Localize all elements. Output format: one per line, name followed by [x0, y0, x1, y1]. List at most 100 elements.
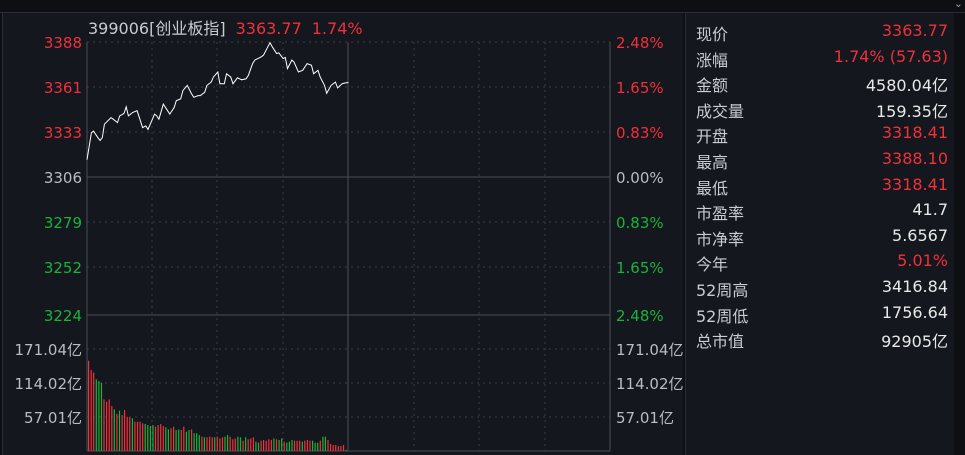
intraday-chart-panel — [2, 13, 683, 455]
volume-bar — [293, 440, 296, 451]
info-value: 3318.41 — [881, 123, 948, 143]
volume-bar — [247, 439, 249, 451]
volume-bar — [337, 446, 339, 451]
price-tick-label: 3224 — [44, 307, 82, 325]
info-row: 总市值 92905亿 — [696, 328, 948, 354]
volume-bar — [245, 437, 247, 451]
volume-bar — [93, 372, 95, 451]
info-label: 总市值 — [696, 332, 745, 352]
price-tick-label: 3279 — [44, 214, 82, 232]
info-row: 今年 5.01% — [696, 251, 948, 277]
volume-bar — [219, 438, 221, 451]
volume-bar — [250, 438, 252, 451]
volume-bar — [216, 436, 218, 451]
volume-bar — [252, 437, 254, 451]
volume-bar — [229, 436, 231, 451]
volume-bar — [263, 440, 265, 451]
info-label: 最高 — [696, 153, 729, 172]
volume-bar — [278, 440, 280, 451]
volume-bar — [126, 416, 128, 451]
volume-bar — [188, 430, 190, 451]
volume-bar — [291, 440, 293, 451]
info-row: 市盈率 41.7 — [696, 200, 948, 226]
volume-bar — [257, 442, 260, 451]
info-label: 市净率 — [696, 229, 745, 249]
volume-bar — [309, 440, 311, 451]
volume-bar — [209, 436, 211, 451]
volume-bar — [136, 421, 139, 451]
pct-tick-label: 0.00% — [616, 169, 664, 187]
volume-bar — [131, 418, 133, 451]
volume-bar — [139, 421, 141, 451]
info-value: 1.74% (57.63) — [833, 46, 948, 66]
volume-bar — [260, 440, 262, 451]
info-value: 5.01% — [897, 251, 948, 271]
volume-bar — [113, 409, 115, 451]
info-row: 最低 3318.41 — [696, 175, 948, 201]
info-label: 今年 — [696, 255, 729, 275]
volume-bar — [286, 442, 288, 451]
volume-bar — [227, 435, 229, 451]
volume-bar — [124, 410, 126, 451]
volume-bar — [306, 440, 308, 451]
volume-bar — [234, 438, 236, 451]
volume-bar — [106, 401, 108, 451]
volume-bar — [332, 445, 334, 451]
info-label: 现价 — [696, 25, 729, 44]
price-tick-label: 3333 — [44, 124, 82, 142]
volume-bar — [134, 421, 136, 451]
chart-title: 399006[创业板指] 3363.77 1.74% — [88, 15, 363, 39]
price-tick-label: 3361 — [44, 79, 82, 97]
volume-bar — [242, 440, 244, 451]
volume-bar — [281, 438, 283, 451]
info-row: 市净率 5.6567 — [696, 226, 948, 252]
info-row: 现价 3363.77 — [696, 21, 948, 47]
info-row: 金额 4580.04亿 — [696, 72, 948, 98]
volume-bar — [255, 441, 257, 451]
volume-bar — [270, 440, 272, 451]
volume-bar — [98, 381, 100, 451]
volume-tick-label: 57.01亿 — [24, 409, 82, 427]
volume-bar — [147, 425, 149, 451]
intraday-chart[interactable]: 3388 3361 3333 3306 3279 3252 3224 2.48% 1.65% 0.… — [0, 0, 685, 455]
index-price: 3363.77 — [235, 19, 302, 38]
volume-bar — [330, 444, 332, 451]
info-row: 52周低 1756.64 — [696, 303, 948, 329]
volume-bar — [224, 436, 226, 451]
volume-bar — [322, 436, 324, 451]
volume-bar — [340, 446, 342, 451]
info-label: 最低 — [696, 178, 729, 198]
info-row: 开盘 3318.41 — [696, 123, 948, 149]
volume-bar — [265, 440, 267, 451]
volume-bar — [301, 441, 303, 451]
info-value: 3416.84 — [881, 277, 948, 296]
volume-bar — [319, 440, 321, 451]
volume-bar — [335, 445, 337, 451]
info-row: 最高 3388.10 — [696, 149, 948, 175]
info-value: 1756.64 — [881, 302, 948, 322]
volume-bar — [211, 437, 213, 451]
volume-bar — [149, 426, 151, 451]
volume-bar — [193, 433, 195, 451]
info-row: 52周高 3416.84 — [696, 277, 948, 303]
volume-bar — [345, 450, 347, 451]
double-chevron-down-icon[interactable]: ⌄ — [953, 0, 963, 10]
volume-tick-label: 171.04亿 — [616, 341, 684, 359]
info-value: 3318.41 — [881, 174, 948, 194]
info-label: 金额 — [696, 76, 729, 96]
info-value: 159.35亿 — [876, 101, 948, 121]
info-value: 41.7 — [912, 200, 948, 220]
info-label: 52周低 — [696, 306, 749, 326]
price-tick-label: 3306 — [44, 169, 82, 187]
volume-bar — [157, 425, 159, 451]
volume-tick-label: 171.04亿 — [15, 341, 83, 359]
volume-bar — [173, 426, 175, 451]
index-name: 399006[创业板指] — [88, 19, 226, 38]
volume-bar — [103, 399, 105, 451]
volume-bar — [160, 424, 162, 451]
info-value: 3388.10 — [881, 149, 948, 168]
pct-tick-label: 2.48% — [616, 307, 664, 325]
volume-bar — [214, 437, 216, 451]
price-tick-label: 3252 — [44, 259, 82, 277]
pct-tick-label: 1.65% — [616, 259, 664, 277]
